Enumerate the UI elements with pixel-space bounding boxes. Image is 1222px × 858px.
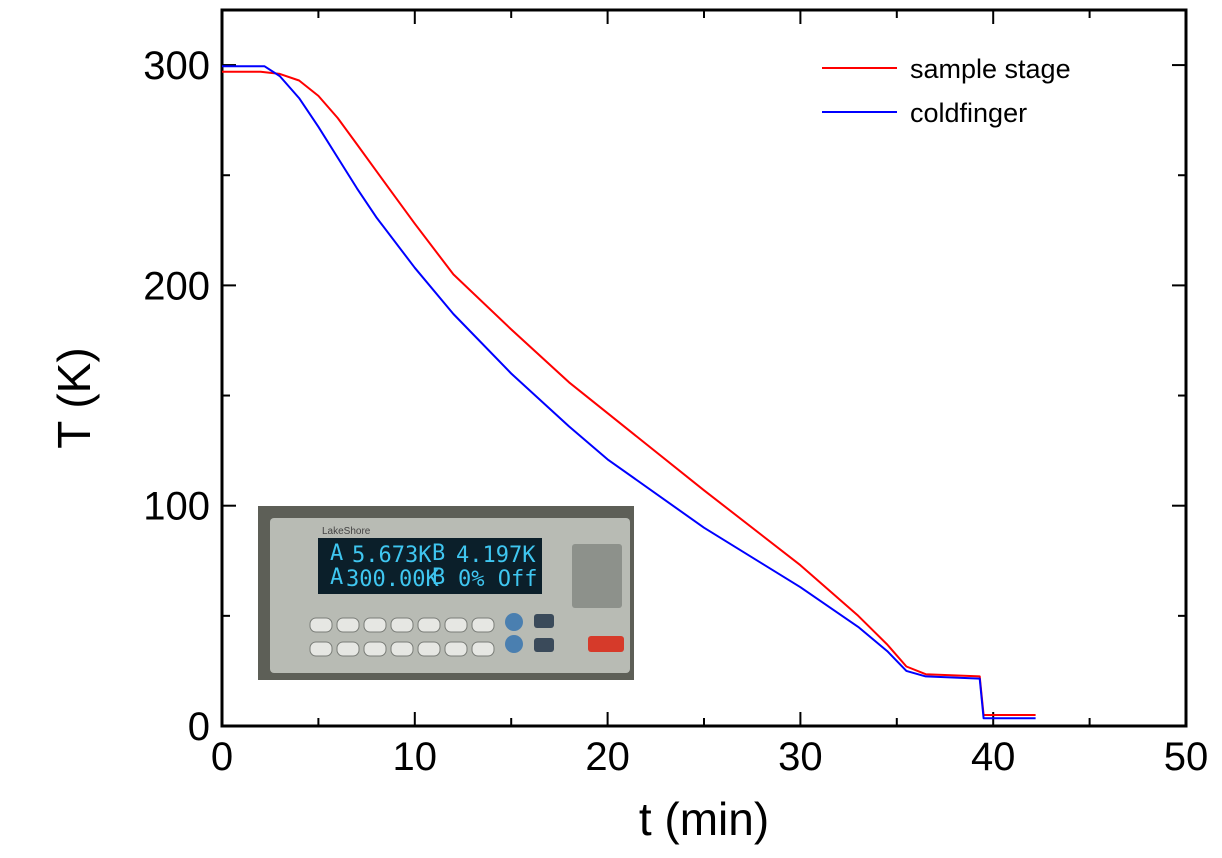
inset-channel-a-top: A xyxy=(330,541,343,566)
axis-ticks xyxy=(221,10,1187,727)
series-lines xyxy=(222,65,1036,720)
x-tick-label: 20 xyxy=(585,735,630,779)
legend-label-coldfinger: coldfinger xyxy=(910,98,1027,128)
y-tick-label: 0 xyxy=(188,705,210,749)
inset-readout-setpoint: 300.00K xyxy=(346,567,439,592)
inset-keypad-key xyxy=(309,617,333,633)
x-tick-label: 0 xyxy=(211,735,233,779)
inset-keypad xyxy=(309,617,495,657)
inset-keypad-key xyxy=(363,641,387,657)
inset-channel-a-bottom: A xyxy=(330,565,343,590)
inset-brand: LakeShore xyxy=(322,526,371,537)
y-tick-label: 300 xyxy=(143,44,210,88)
inset-arrow-up xyxy=(505,613,523,631)
inset-enter-key xyxy=(534,614,554,628)
inset-readout-a: 5.673K xyxy=(352,543,432,568)
x-tick-label: 10 xyxy=(393,735,438,779)
inset-red-button xyxy=(588,636,624,652)
x-tick-label: 40 xyxy=(971,735,1016,779)
inset-readout-b: 4.197K xyxy=(456,543,536,568)
y-tick-label: 200 xyxy=(143,264,210,308)
inset-keypad-key xyxy=(363,617,387,633)
inset-readout-heater: 0% Off xyxy=(458,567,537,592)
y-tick-label: 100 xyxy=(143,485,210,529)
inset-keypad-key xyxy=(390,617,414,633)
x-axis-title: t (min) xyxy=(639,793,769,845)
series-line-sample-stage xyxy=(222,70,1036,716)
legend: sample stage coldfinger xyxy=(822,54,1071,128)
axis-tick-labels: 0 10 20 30 40 50 0 100 200 300 xyxy=(143,44,1208,779)
inset-keypad-key xyxy=(471,617,495,633)
inset-keypad-key xyxy=(444,617,468,633)
inset-keypad-key xyxy=(417,617,441,633)
x-tick-label: 30 xyxy=(778,735,823,779)
inset-keypad-key xyxy=(309,641,333,657)
inset-keypad-key xyxy=(444,641,468,657)
inset-keypad-key xyxy=(390,641,414,657)
legend-label-sample-stage: sample stage xyxy=(910,54,1071,84)
inset-escape-key xyxy=(534,638,554,652)
inset-controller-photo: LakeShore A 5.673K B 4.197K A 300.00K B … xyxy=(258,506,634,680)
inset-keypad-key xyxy=(336,617,360,633)
series-line-coldfinger xyxy=(222,65,1036,720)
y-axis-title: T (K) xyxy=(48,347,100,448)
inset-arrow-down xyxy=(505,635,523,653)
inset-keypad-key xyxy=(417,641,441,657)
inset-keypad-key xyxy=(471,641,495,657)
inset-side-buttons xyxy=(572,544,622,608)
inset-channel-b-bottom: B xyxy=(432,565,445,590)
inset-keypad-key xyxy=(336,641,360,657)
x-tick-label: 50 xyxy=(1164,735,1209,779)
inset-display xyxy=(318,538,542,594)
inset-channel-b-top: B xyxy=(432,541,445,566)
